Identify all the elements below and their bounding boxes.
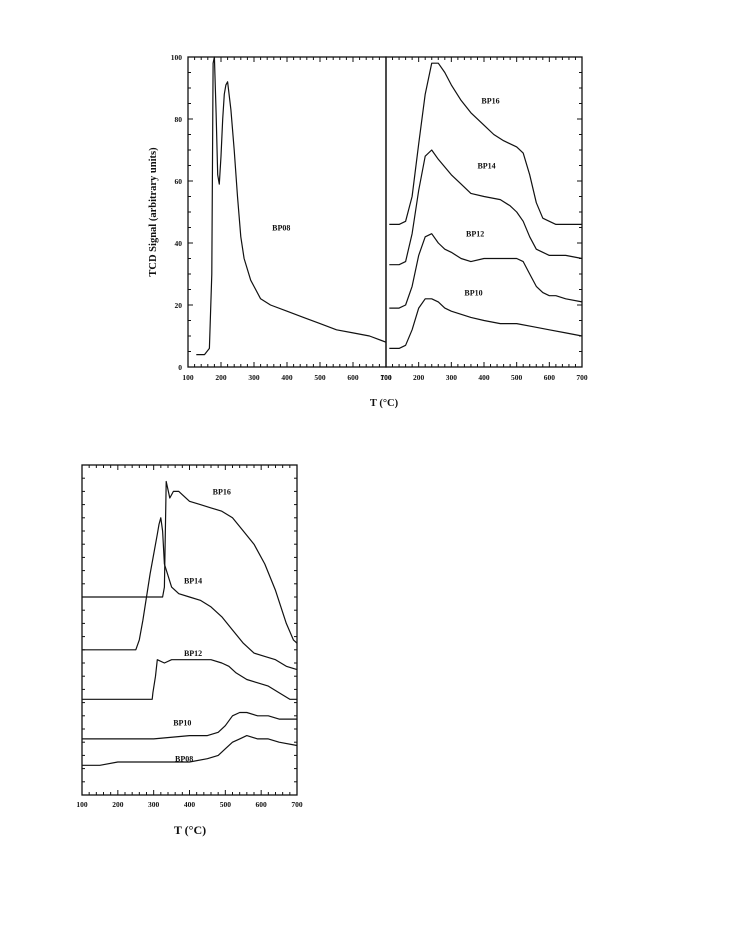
top-ytick-label: 40 (175, 239, 183, 248)
top-right-xtick-label: 500 (511, 373, 523, 382)
bottom-plot-frame (81, 464, 298, 796)
bottom-ticks: 100 200 300 400 500 600 700 (76, 464, 303, 809)
bottom-curve-bp08 (82, 735, 298, 766)
top-x-axis-label: T (°C) (370, 398, 399, 409)
top-ytick-label: 0 (178, 363, 182, 372)
bottom-curve-bp14 (82, 517, 298, 671)
bottom-series-label-bp16: BP16 (213, 487, 231, 496)
top-right-curve-bp10 (389, 298, 583, 349)
bottom-curve-bp10 (82, 711, 297, 740)
bottom-xtick-label: 600 (256, 800, 268, 809)
series-label-bp10: BP10 (464, 289, 482, 298)
bottom-xtick-label: 500 (220, 800, 232, 809)
bottom-curve-bp12 (82, 659, 297, 700)
top-ytick-label: 20 (175, 301, 183, 310)
top-right-curves: BP16 BP14 BP12 BP10 (389, 62, 583, 349)
top-left-curves: BP08 (196, 56, 387, 356)
top-right-xtick-label: 200 (413, 373, 425, 382)
top-chart-right-panel: 100 200 300 400 500 600 700 BP16 BP14 BP12 BP10 (380, 56, 588, 382)
top-chart-left-panel: 0 20 40 60 80 100 100 200 300 400 500 600 700 BP08 (171, 53, 582, 382)
top-ytick-label: 80 (175, 115, 183, 124)
top-left-plot-frame (187, 56, 387, 368)
top-right-xtick-label: 600 (544, 373, 556, 382)
top-left-curve-bp08 (196, 56, 387, 356)
bottom-series-label-bp08: BP08 (175, 755, 193, 764)
series-label-bp12: BP12 (466, 230, 484, 239)
top-left-xtick-label: 200 (215, 373, 227, 382)
bottom-series-label-bp14: BP14 (184, 577, 202, 586)
series-label-bp14: BP14 (477, 162, 495, 171)
bottom-xtick-label: 300 (148, 800, 160, 809)
top-left-xtick-label: 400 (281, 373, 293, 382)
top-right-curve-bp12 (389, 233, 583, 309)
bottom-xtick-label: 100 (76, 800, 88, 809)
top-right-curve-bp16 (389, 62, 582, 225)
top-right-curve-bp14 (389, 149, 583, 266)
bottom-chart: 100 200 300 400 500 600 700 BP16BP14BP12BP10BP… (76, 464, 303, 809)
bottom-x-axis-label: T (°C) (174, 823, 206, 837)
top-right-xtick-label: 400 (478, 373, 490, 382)
top-right-xtick-label: 700 (576, 373, 588, 382)
top-right-xtick-label: 300 (446, 373, 458, 382)
top-right-xtick-label: 100 (380, 373, 392, 382)
bottom-xtick-label: 200 (112, 800, 124, 809)
series-label-bp08: BP08 (272, 224, 290, 233)
bottom-xtick-label: 400 (184, 800, 196, 809)
top-y-axis-label: TCD Signal (arbitrary units) (148, 147, 159, 277)
bottom-xtick-label: 700 (291, 800, 303, 809)
top-left-xtick-label: 700 (380, 373, 392, 382)
top-ytick-label: 60 (175, 177, 183, 186)
bottom-series-label-bp10: BP10 (173, 718, 191, 727)
top-right-ticks: 100 200 300 400 500 600 700 (380, 57, 588, 382)
bottom-series-label-bp12: BP12 (184, 649, 202, 658)
top-left-xtick-label: 300 (248, 373, 260, 382)
series-label-bp16: BP16 (481, 96, 499, 105)
bottom-curve-bp16 (82, 480, 298, 644)
top-ytick-label: 100 (171, 53, 183, 62)
bottom-curves: BP16 BP14 BP12 BP10 BP08 (82, 480, 298, 766)
top-left-xtick-label: 100 (182, 373, 194, 382)
top-left-xtick-label: 600 (347, 373, 359, 382)
top-left-xtick-label: 500 (314, 373, 326, 382)
